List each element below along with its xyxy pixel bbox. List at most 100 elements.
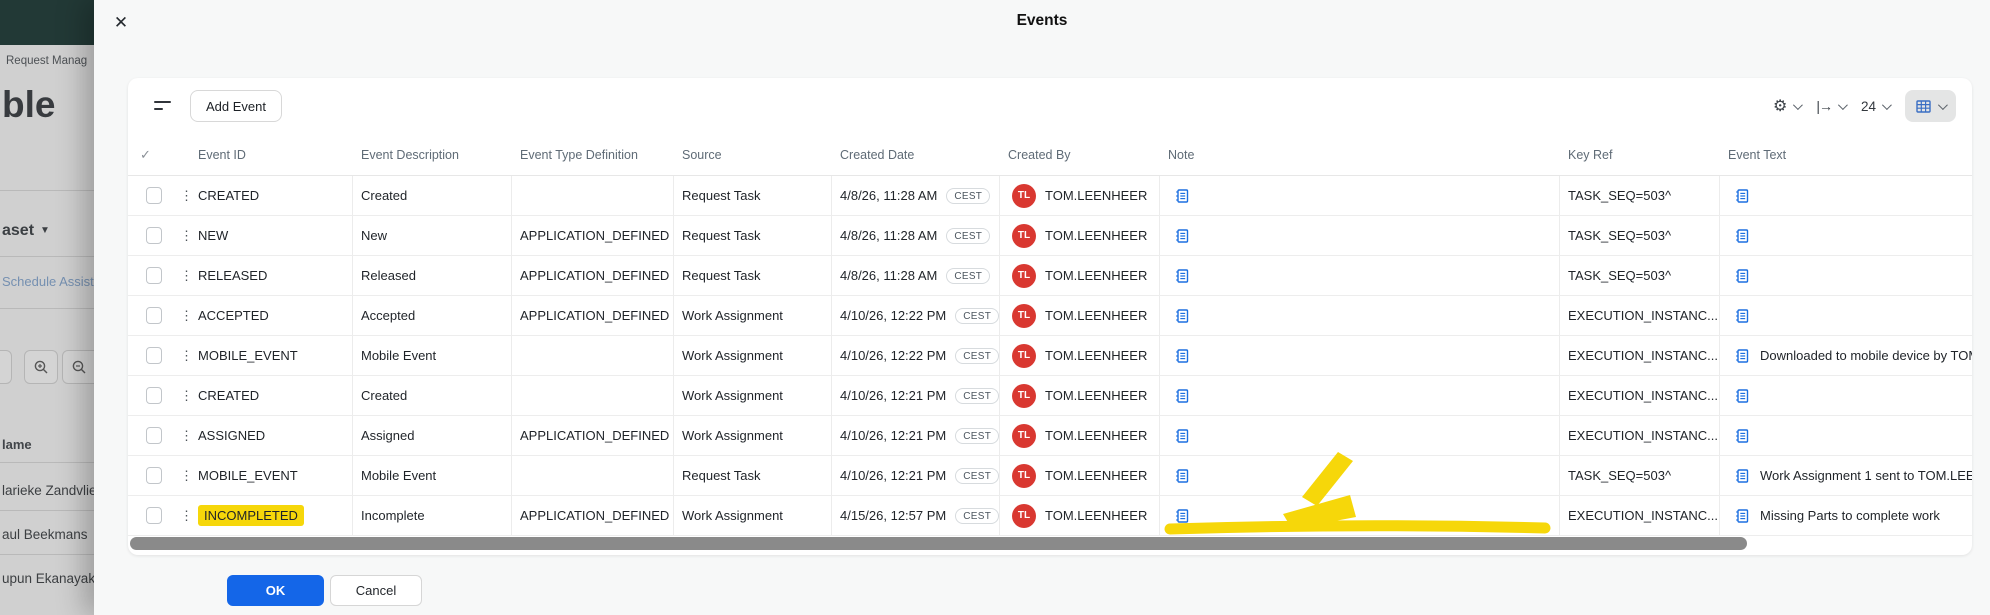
note-icon[interactable] xyxy=(1174,428,1190,444)
modal-scrim xyxy=(0,0,94,615)
row-actions-kebab-icon[interactable]: ⋮ xyxy=(170,508,190,524)
settings-dropdown[interactable]: ⚙ xyxy=(1773,96,1800,116)
event-id-value: CREATED xyxy=(198,188,259,203)
column-header-event-description[interactable]: Event Description xyxy=(353,148,512,162)
table-row: ⋮ MOBILE_EVENT Mobile Event Request Task… xyxy=(128,456,1972,496)
created-by-value: TOM.LEENHEER xyxy=(1045,348,1147,363)
chevron-down-icon xyxy=(1882,100,1892,110)
key-ref-value: EXECUTION_INSTANC... xyxy=(1560,496,1720,535)
horizontal-scrollbar xyxy=(128,537,1972,551)
created-by-value: TOM.LEENHEER xyxy=(1045,188,1147,203)
column-header-event-id[interactable]: Event ID xyxy=(190,148,353,162)
row-checkbox[interactable] xyxy=(146,427,162,444)
row-checkbox[interactable] xyxy=(146,227,162,244)
created-date-value: 4/10/26, 12:21 PM xyxy=(840,428,946,443)
row-checkbox[interactable] xyxy=(146,387,162,404)
horizontal-scrollbar-thumb[interactable] xyxy=(130,537,1747,550)
note-icon[interactable] xyxy=(1174,268,1190,284)
event-text-icon[interactable] xyxy=(1734,188,1750,204)
source-value: Request Task xyxy=(674,456,832,495)
created-date-value: 4/8/26, 11:28 AM xyxy=(840,268,937,283)
chevron-down-icon xyxy=(1793,100,1803,110)
note-icon[interactable] xyxy=(1174,348,1190,364)
ok-button[interactable]: OK xyxy=(227,575,324,606)
key-ref-value: TASK_SEQ=503^ xyxy=(1560,456,1720,495)
event-text-icon[interactable] xyxy=(1734,468,1750,484)
event-text-icon[interactable] xyxy=(1734,348,1750,364)
column-header-created-date[interactable]: Created Date xyxy=(832,148,1000,162)
row-checkbox[interactable] xyxy=(146,467,162,484)
event-text-icon[interactable] xyxy=(1734,508,1750,524)
event-text-icon[interactable] xyxy=(1734,268,1750,284)
note-icon[interactable] xyxy=(1174,228,1190,244)
avatar: TL xyxy=(1012,504,1036,528)
event-id-value: NEW xyxy=(198,228,228,243)
created-date-value: 4/10/26, 12:22 PM xyxy=(840,308,946,323)
event-description-value: Released xyxy=(353,256,512,295)
view-mode-dropdown[interactable] xyxy=(1905,90,1956,122)
row-checkbox[interactable] xyxy=(146,347,162,364)
row-actions-kebab-icon[interactable]: ⋮ xyxy=(170,228,190,244)
created-date-value: 4/10/26, 12:22 PM xyxy=(840,348,946,363)
event-type-definition-value: APPLICATION_DEFINED xyxy=(512,416,674,455)
export-dropdown[interactable]: |→ xyxy=(1816,98,1845,114)
row-checkbox[interactable] xyxy=(146,187,162,204)
event-description-value: New xyxy=(353,216,512,255)
row-checkbox[interactable] xyxy=(146,507,162,524)
row-actions-kebab-icon[interactable]: ⋮ xyxy=(170,268,190,284)
table-body: ⋮ CREATED Created Request Task 4/8/26, 1… xyxy=(128,176,1972,536)
avatar: TL xyxy=(1012,264,1036,288)
event-id-value: RELEASED xyxy=(198,268,267,283)
note-icon[interactable] xyxy=(1174,308,1190,324)
column-header-created-by[interactable]: Created By xyxy=(1000,148,1160,162)
event-id-value: MOBILE_EVENT xyxy=(198,468,298,483)
column-header-key-ref[interactable]: Key Ref xyxy=(1560,148,1720,162)
column-header-source[interactable]: Source xyxy=(674,148,832,162)
event-text-icon[interactable] xyxy=(1734,388,1750,404)
add-event-button[interactable]: Add Event xyxy=(190,90,282,122)
row-actions-kebab-icon[interactable]: ⋮ xyxy=(170,388,190,404)
row-checkbox[interactable] xyxy=(146,267,162,284)
event-type-definition-value: APPLICATION_DEFINED xyxy=(512,496,674,535)
row-actions-kebab-icon[interactable]: ⋮ xyxy=(170,308,190,324)
timezone-badge: CEST xyxy=(955,308,999,324)
column-header-note[interactable]: Note xyxy=(1160,148,1560,162)
column-header-event-text[interactable]: Event Text xyxy=(1720,148,1972,162)
event-description-value: Mobile Event xyxy=(353,336,512,375)
row-actions-kebab-icon[interactable]: ⋮ xyxy=(170,348,190,364)
created-by-value: TOM.LEENHEER xyxy=(1045,508,1147,523)
timezone-badge: CEST xyxy=(955,388,999,404)
row-checkbox[interactable] xyxy=(146,307,162,324)
filter-icon[interactable] xyxy=(154,100,172,112)
event-description-value: Accepted xyxy=(353,296,512,335)
cancel-button[interactable]: Cancel xyxy=(330,575,422,606)
note-icon[interactable] xyxy=(1174,468,1190,484)
events-table-card: Add Event ⚙ |→ 24 xyxy=(128,78,1972,555)
source-value: Request Task xyxy=(674,216,832,255)
row-actions-kebab-icon[interactable]: ⋮ xyxy=(170,188,190,204)
events-dialog: ✕ Events Add Event ⚙ |→ 24 xyxy=(94,0,1990,615)
created-by-value: TOM.LEENHEER xyxy=(1045,428,1147,443)
page-size-dropdown[interactable]: 24 xyxy=(1861,99,1889,114)
event-text-icon[interactable] xyxy=(1734,228,1750,244)
key-ref-value: EXECUTION_INSTANC... xyxy=(1560,416,1720,455)
key-ref-value: TASK_SEQ=503^ xyxy=(1560,176,1720,215)
table-row: ⋮ ACCEPTED Accepted APPLICATION_DEFINED … xyxy=(128,296,1972,336)
note-icon[interactable] xyxy=(1174,188,1190,204)
event-type-definition-value xyxy=(512,376,674,415)
event-text-icon[interactable] xyxy=(1734,428,1750,444)
event-description-value: Created xyxy=(353,176,512,215)
event-type-definition-value xyxy=(512,456,674,495)
table-row: ⋮ NEW New APPLICATION_DEFINED Request Ta… xyxy=(128,216,1972,256)
row-actions-kebab-icon[interactable]: ⋮ xyxy=(170,428,190,444)
event-description-value: Created xyxy=(353,376,512,415)
event-text-icon[interactable] xyxy=(1734,308,1750,324)
avatar: TL xyxy=(1012,424,1036,448)
table-row: ⋮ CREATED Created Request Task 4/8/26, 1… xyxy=(128,176,1972,216)
note-icon[interactable] xyxy=(1174,508,1190,524)
column-header-event-type-definition[interactable]: Event Type Definition xyxy=(512,148,674,162)
note-icon[interactable] xyxy=(1174,388,1190,404)
gear-icon: ⚙ xyxy=(1773,96,1787,116)
select-all-check-icon[interactable]: ✓ xyxy=(128,147,162,163)
row-actions-kebab-icon[interactable]: ⋮ xyxy=(170,468,190,484)
